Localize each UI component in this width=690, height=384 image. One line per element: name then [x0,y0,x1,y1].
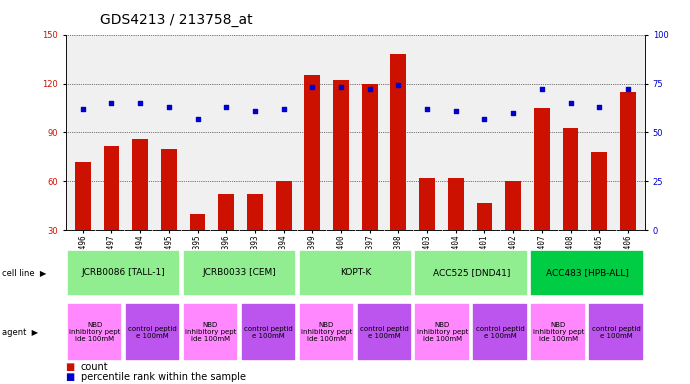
Bar [362,84,377,230]
Bar [276,182,291,230]
Point [307,84,318,91]
Bar [448,178,464,230]
Point [364,86,375,93]
Bar [415,250,528,296]
Bar [534,108,550,230]
Bar [241,303,296,361]
Bar [415,303,470,361]
Bar [132,139,148,230]
Text: NBD
inhibitory pept
ide 100mM: NBD inhibitory pept ide 100mM [417,322,468,342]
Point [593,104,604,110]
Text: percentile rank within the sample: percentile rank within the sample [81,372,246,382]
Bar [531,303,586,361]
Point [278,106,289,112]
Bar [420,178,435,230]
Text: JCRB0086 [TALL-1]: JCRB0086 [TALL-1] [81,268,166,277]
Point [249,108,260,114]
Bar [357,303,412,361]
Point [335,84,346,91]
Text: ACC483 [HPB-ALL]: ACC483 [HPB-ALL] [546,268,629,277]
Text: control peptid
e 100mM: control peptid e 100mM [360,326,408,339]
Point [135,100,146,106]
Text: NBD
inhibitory pept
ide 100mM: NBD inhibitory pept ide 100mM [185,322,236,342]
Point [77,106,88,112]
Bar [589,303,644,361]
Bar [505,182,521,230]
Point [106,100,117,106]
Text: control peptid
e 100mM: control peptid e 100mM [592,326,640,339]
Bar [299,250,412,296]
Bar [591,152,607,230]
Text: KOPT-K: KOPT-K [339,268,371,277]
Bar [190,214,206,230]
Bar [67,303,122,361]
Bar [620,92,635,230]
Text: NBD
inhibitory pept
ide 100mM: NBD inhibitory pept ide 100mM [301,322,352,342]
Bar [183,250,296,296]
Text: ■: ■ [66,372,75,382]
Text: GDS4213 / 213758_at: GDS4213 / 213758_at [100,13,253,27]
Text: control peptid
e 100mM: control peptid e 100mM [476,326,524,339]
Text: ACC525 [DND41]: ACC525 [DND41] [433,268,510,277]
Point [422,106,433,112]
Bar [299,303,354,361]
Bar [473,303,528,361]
Point [393,83,404,89]
Bar [161,149,177,230]
Bar [104,146,119,230]
Text: ■: ■ [66,362,75,372]
Text: control peptid
e 100mM: control peptid e 100mM [128,326,177,339]
Bar [304,75,320,230]
Point [192,116,203,122]
Point [536,86,547,93]
Bar [531,250,644,296]
Bar [391,54,406,230]
Bar [247,194,263,230]
Text: JCRB0033 [CEM]: JCRB0033 [CEM] [203,268,276,277]
Point [622,86,633,93]
Point [164,104,175,110]
Point [479,116,490,122]
Point [221,104,232,110]
Bar [218,194,234,230]
Bar [562,127,578,230]
Point [451,108,462,114]
Text: control peptid
e 100mM: control peptid e 100mM [244,326,293,339]
Text: NBD
inhibitory pept
ide 100mM: NBD inhibitory pept ide 100mM [533,322,584,342]
Bar [333,80,349,230]
Bar [75,162,90,230]
Bar [125,303,180,361]
Text: NBD
inhibitory pept
ide 100mM: NBD inhibitory pept ide 100mM [69,322,120,342]
Text: count: count [81,362,108,372]
Bar [67,250,180,296]
Point [565,100,576,106]
Bar [183,303,238,361]
Text: cell line  ▶: cell line ▶ [2,268,46,277]
Text: agent  ▶: agent ▶ [2,328,38,337]
Bar [477,203,493,230]
Point [508,110,519,116]
